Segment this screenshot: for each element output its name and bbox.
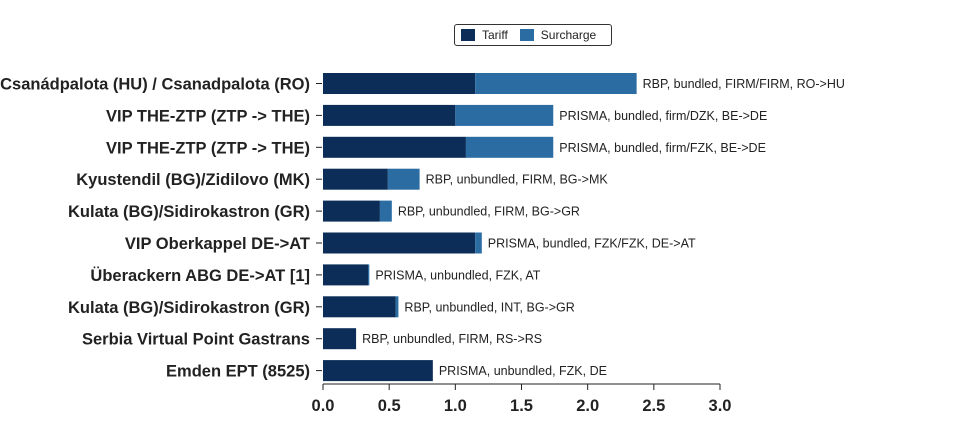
category-label: VIP THE-ZTP (ZTP -> THE) — [106, 139, 310, 157]
x-tick-label: 2.0 — [576, 397, 599, 415]
bar-tariff — [323, 296, 396, 318]
bar-surcharge — [395, 296, 399, 318]
bar-surcharge — [475, 73, 637, 94]
x-tick-label: 1.0 — [444, 397, 467, 415]
category-label: VIP Oberkappel DE->AT — [125, 235, 310, 253]
category-label: Kyustendil (BG)/Zidilovo (MK) — [76, 171, 310, 189]
bar-surcharge — [455, 104, 554, 126]
bar-tariff — [323, 328, 357, 350]
bar-tariff — [323, 104, 456, 126]
bar-annotation: RBP, unbundled, FIRM, BG->GR — [398, 205, 580, 219]
bar-annotation: RBP, unbundled, INT, BG->GR — [404, 300, 574, 314]
bars — [323, 73, 637, 382]
category-label: Emden EPT (8525) — [166, 363, 310, 381]
bar-annotation: PRISMA, unbundled, FZK, DE — [439, 364, 607, 378]
legend-item-surcharge: Surcharge — [519, 28, 597, 42]
legend: Tariff Surcharge — [454, 24, 612, 46]
category-label: Csanádpalota (HU) / Csanadpalota (RO) — [0, 76, 310, 94]
x-tick-label: 1.5 — [510, 397, 533, 415]
bar-annotation: PRISMA, bundled, FZK/FZK, DE->AT — [488, 237, 696, 251]
bar-surcharge — [465, 136, 554, 158]
legend-item-tariff: Tariff — [461, 28, 508, 42]
x-axis: 0.0 0.5 1.0 1.5 2.0 2.5 3.0 — [312, 383, 732, 415]
category-label: Kulata (BG)/Sidirokastron (GR) — [68, 299, 310, 317]
x-tick-label: 0.5 — [378, 397, 401, 415]
category-label: Serbia Virtual Point Gastrans — [82, 331, 310, 349]
legend-label-tariff: Tariff — [482, 28, 508, 42]
category-label: VIP THE-ZTP (ZTP -> THE) — [106, 107, 310, 125]
bar-tariff — [323, 232, 476, 254]
x-tick-label: 0.0 — [312, 397, 335, 415]
category-label: Überackern ABG DE->AT [1] — [90, 266, 310, 285]
x-tick-label: 3.0 — [709, 397, 732, 415]
y-axis-labels: Csanádpalota (HU) / Csanadpalota (RO) VIP… — [0, 76, 322, 381]
bar-tariff — [323, 136, 466, 158]
bar-surcharge — [367, 264, 370, 286]
bar-surcharge — [475, 232, 482, 254]
legend-swatch-tariff — [461, 29, 475, 41]
bar-annotations: RBP, bundled, FIRM/FIRM, RO->HU PRISMA, b… — [362, 77, 845, 378]
legend-swatch-surcharge — [519, 29, 534, 41]
bar-annotation: PRISMA, unbundled, FZK, AT — [375, 268, 540, 282]
bar-surcharge — [387, 168, 420, 190]
category-label: Kulata (BG)/Sidirokastron (GR) — [68, 203, 310, 221]
legend-label-surcharge: Surcharge — [540, 28, 597, 42]
bar-tariff — [323, 200, 380, 222]
bar-annotation: PRISMA, bundled, firm/DZK, BE->DE — [559, 109, 767, 123]
bar-tariff — [323, 360, 433, 382]
bar-annotation: PRISMA, bundled, firm/FZK, BE->DE — [559, 141, 766, 155]
bar-annotation: RBP, bundled, FIRM/FIRM, RO->HU — [643, 77, 845, 91]
bar-surcharge — [379, 200, 392, 222]
bar-annotation: RBP, unbundled, FIRM, BG->MK — [426, 173, 609, 187]
bar-tariff — [323, 73, 476, 94]
x-tick-label: 2.5 — [642, 397, 665, 415]
bar-annotation: RBP, unbundled, FIRM, RS->RS — [362, 332, 542, 346]
bar-tariff — [323, 168, 388, 190]
bar-tariff — [323, 264, 368, 286]
